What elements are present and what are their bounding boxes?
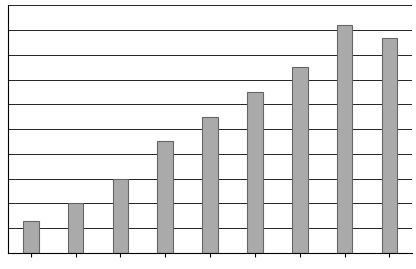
Bar xyxy=(68,203,84,253)
Bar xyxy=(113,179,128,253)
Bar xyxy=(202,117,218,253)
Bar xyxy=(157,141,173,253)
Bar xyxy=(381,38,397,253)
Bar xyxy=(23,221,39,253)
Bar xyxy=(337,25,352,253)
Bar xyxy=(247,92,263,253)
Bar xyxy=(292,67,307,253)
